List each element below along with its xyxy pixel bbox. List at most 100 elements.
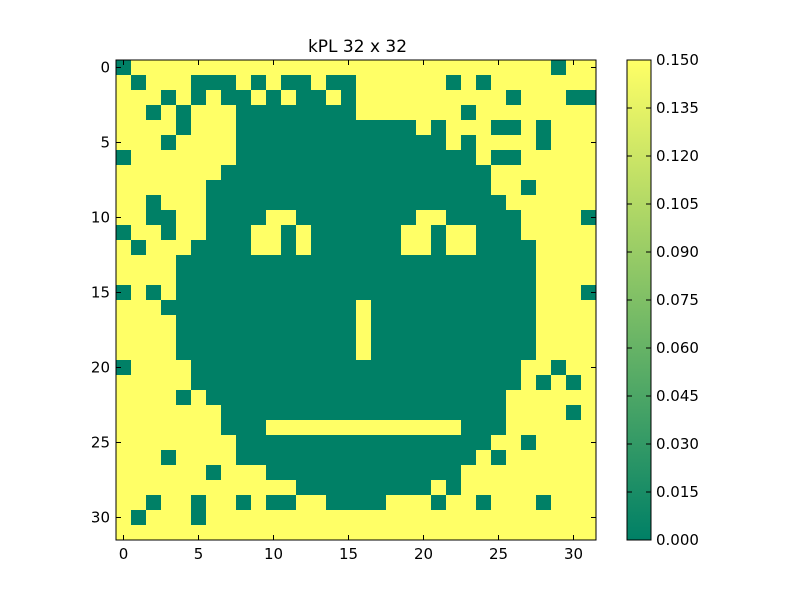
heatmap-cell xyxy=(116,495,132,511)
heatmap-cell xyxy=(266,210,282,226)
heatmap-cell xyxy=(236,90,252,106)
heatmap-cell xyxy=(326,270,342,286)
heatmap-cell xyxy=(416,195,432,211)
heatmap-cell xyxy=(281,195,297,211)
heatmap-cell xyxy=(311,240,327,256)
heatmap-cell xyxy=(551,225,567,241)
heatmap-cell xyxy=(296,330,312,346)
heatmap-cell xyxy=(296,405,312,421)
heatmap-cell xyxy=(266,120,282,136)
heatmap-cell xyxy=(221,510,237,526)
heatmap-cell xyxy=(191,360,207,376)
heatmap-cell xyxy=(341,525,357,541)
heatmap-cell xyxy=(356,135,372,151)
heatmap-cell xyxy=(461,75,477,91)
heatmap-cell xyxy=(221,240,237,256)
heatmap-cell xyxy=(281,315,297,331)
heatmap-cell xyxy=(461,285,477,301)
heatmap-cell xyxy=(461,450,477,466)
heatmap-cell xyxy=(296,105,312,121)
heatmap-cell xyxy=(491,120,507,136)
heatmap-cell xyxy=(326,375,342,391)
heatmap-cell xyxy=(221,525,237,541)
heatmap-cell xyxy=(371,495,387,511)
heatmap-cell xyxy=(266,90,282,106)
heatmap-cell xyxy=(341,315,357,331)
heatmap-cell xyxy=(506,225,522,241)
heatmap-cell xyxy=(386,390,402,406)
heatmap-cell xyxy=(236,120,252,136)
heatmap-cell xyxy=(536,150,552,166)
heatmap-cell xyxy=(206,195,222,211)
heatmap-cell xyxy=(581,60,597,76)
heatmap-cell xyxy=(176,525,192,541)
heatmap-cell xyxy=(176,315,192,331)
heatmap-cell xyxy=(371,435,387,451)
heatmap-cell xyxy=(251,495,267,511)
heatmap-cell xyxy=(461,120,477,136)
heatmap-cell xyxy=(566,180,582,196)
heatmap-cell xyxy=(266,345,282,361)
heatmap-cell xyxy=(401,450,417,466)
heatmap-cell xyxy=(251,105,267,121)
heatmap-cell xyxy=(311,405,327,421)
heatmap-cell xyxy=(131,180,147,196)
heatmap-cell xyxy=(536,480,552,496)
heatmap-cell xyxy=(146,255,162,271)
heatmap-cell xyxy=(146,330,162,346)
heatmap-cell xyxy=(281,105,297,121)
heatmap-cell xyxy=(116,435,132,451)
heatmap-cell xyxy=(266,75,282,91)
heatmap-cell xyxy=(386,435,402,451)
y-tick-label: 30 xyxy=(91,509,110,527)
heatmap-cell xyxy=(386,105,402,121)
heatmap-cell xyxy=(461,225,477,241)
heatmap-cell xyxy=(116,225,132,241)
heatmap-cell xyxy=(551,495,567,511)
heatmap-cell xyxy=(446,405,462,421)
heatmap-cell xyxy=(206,135,222,151)
heatmap-cell xyxy=(116,75,132,91)
heatmap-cell xyxy=(371,150,387,166)
heatmap-cell xyxy=(251,60,267,76)
heatmap-cell xyxy=(131,360,147,376)
heatmap-cell xyxy=(341,435,357,451)
heatmap-cell xyxy=(521,195,537,211)
heatmap-cell xyxy=(431,465,447,481)
heatmap-cell xyxy=(176,180,192,196)
heatmap-cell xyxy=(266,510,282,526)
heatmap-cell xyxy=(341,375,357,391)
heatmap-cell xyxy=(416,105,432,121)
heatmap-cell xyxy=(401,495,417,511)
heatmap-cell xyxy=(341,480,357,496)
heatmap-cell xyxy=(476,90,492,106)
heatmap-cell xyxy=(311,420,327,436)
heatmap-cell xyxy=(551,150,567,166)
heatmap-cell xyxy=(356,390,372,406)
heatmap-cell xyxy=(446,165,462,181)
heatmap-cell xyxy=(431,255,447,271)
heatmap-cell xyxy=(386,420,402,436)
heatmap-cell xyxy=(176,360,192,376)
heatmap-cell xyxy=(281,90,297,106)
heatmap-cell xyxy=(176,135,192,151)
heatmap-cell xyxy=(401,510,417,526)
heatmap-cell xyxy=(341,75,357,91)
colorbar-tick-label: 0.060 xyxy=(656,339,699,357)
heatmap-cell xyxy=(236,480,252,496)
heatmap-cell xyxy=(311,90,327,106)
heatmap-cell xyxy=(161,285,177,301)
heatmap-cell xyxy=(416,315,432,331)
heatmap-cell xyxy=(476,240,492,256)
heatmap-cell xyxy=(581,420,597,436)
heatmap-cell xyxy=(131,150,147,166)
heatmap-cell xyxy=(116,330,132,346)
heatmap-cell xyxy=(491,240,507,256)
heatmap-cell xyxy=(416,375,432,391)
heatmap-cell xyxy=(281,420,297,436)
heatmap-cell xyxy=(506,525,522,541)
heatmap-cell xyxy=(311,480,327,496)
heatmap-cell xyxy=(356,285,372,301)
heatmap-cell xyxy=(416,270,432,286)
